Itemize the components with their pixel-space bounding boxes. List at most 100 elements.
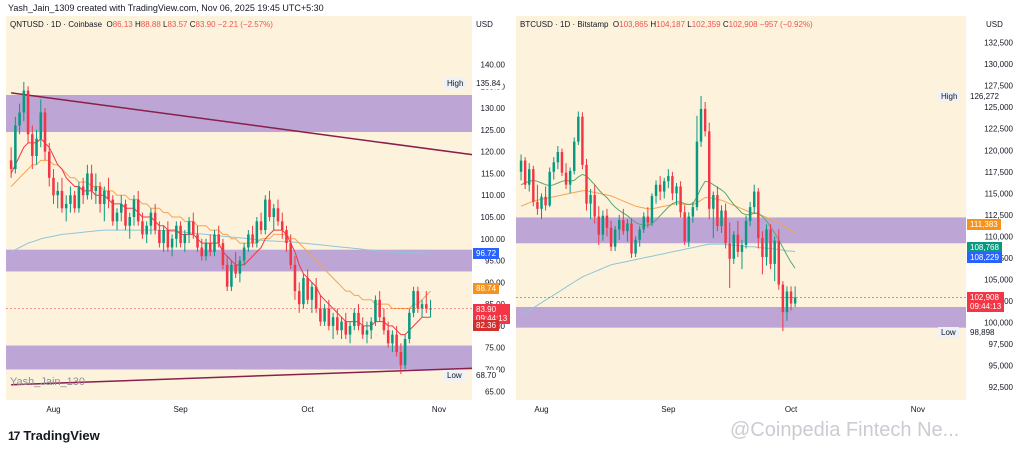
qnt-candle <box>64 195 68 222</box>
qnt-candle-body <box>158 230 161 244</box>
btc-candle <box>785 286 789 321</box>
qnt-candle <box>382 308 386 335</box>
btc-high: 104,187 <box>656 20 686 29</box>
qnt-candle <box>272 203 276 231</box>
qnt-candle <box>255 217 259 248</box>
qnt-candle-body <box>331 317 335 326</box>
btc-candle-body <box>720 210 723 227</box>
btc-chart-title: BTCUSD · 1D · Bitstamp O103,865 H104,187… <box>520 20 813 29</box>
qnt-candle <box>365 321 369 344</box>
btc-x-tick-label: Nov <box>911 405 925 414</box>
btc-candle-body <box>519 160 523 172</box>
qnt-candle <box>221 238 225 270</box>
qnt-candle <box>115 208 119 231</box>
btc-candle <box>724 203 727 249</box>
btc-low: 102,359 <box>691 20 721 29</box>
btc-candle <box>703 102 707 137</box>
btc-price-flag-2: 108,768 <box>967 241 1002 253</box>
qnt-candle-body <box>386 330 390 344</box>
qnt-candle-body <box>179 225 182 244</box>
qnt-candle-body <box>251 234 254 244</box>
qnt-chart-title: QNTUSD · 1D · Coinbase O86.13 H88.88 L83… <box>10 20 273 29</box>
qnt-candle <box>149 208 153 235</box>
qnt-symbol: QNTUSD · 1D · Coinbase <box>10 20 103 29</box>
qnt-candle <box>196 225 199 252</box>
btc-candle-body <box>663 181 666 192</box>
btc-candle-body <box>585 164 588 204</box>
qnt-candle <box>234 251 237 278</box>
created-by-header: Yash_Jain_1309 created with TradingView.… <box>8 3 324 13</box>
qnt-candle-body <box>183 234 187 244</box>
qnt-candle <box>187 217 191 244</box>
btc-candle-body <box>744 220 748 245</box>
btc-candle <box>540 193 543 220</box>
qnt-y-tick-label: 95.00 <box>485 257 506 266</box>
qnt-candle <box>314 278 318 313</box>
qnt-y-tick-label: 75.00 <box>485 344 506 353</box>
qnt-candle <box>327 299 331 331</box>
qnt-time-axis <box>6 400 472 418</box>
btc-candle <box>667 169 670 189</box>
qnt-candle-body <box>39 112 43 139</box>
qnt-candle <box>416 286 420 313</box>
btc-candle-body <box>658 184 662 192</box>
qnt-candle-body <box>302 278 305 305</box>
qnt-candle <box>141 212 144 239</box>
qnt-candle <box>103 186 106 222</box>
qnt-candle <box>412 286 415 318</box>
btc-chart-canvas[interactable]: 132,500 130,000 127,500 125,000 122,500 120,0… <box>516 16 1018 418</box>
btc-price-flag-5: 98,898 <box>967 326 998 338</box>
btc-candle <box>646 207 650 228</box>
qnt-candle <box>391 330 394 353</box>
qnt-candle <box>264 195 267 235</box>
btc-candle <box>720 205 723 233</box>
btc-y-tick-label: 115,000 <box>985 189 1014 198</box>
btc-candle-body <box>793 297 797 304</box>
qnt-price-flag-5: 68.70 <box>473 370 500 382</box>
qnt-trendline-1 <box>11 366 499 386</box>
qnt-candle-body <box>234 264 237 274</box>
qnt-candle <box>94 173 98 204</box>
qnt-candle-body <box>225 264 229 287</box>
btc-price-flag-0: 126,272 <box>967 91 1002 103</box>
qnt-candle <box>73 190 76 213</box>
qnt-candle <box>192 212 195 239</box>
qnt-candle-body <box>365 330 369 335</box>
qnt-candle-body <box>238 260 242 274</box>
btc-candle-body <box>732 234 735 259</box>
btc-candle <box>556 145 560 170</box>
qnt-candle-body <box>14 125 17 170</box>
btc-candle <box>781 281 785 332</box>
qnt-candle-body <box>420 304 424 309</box>
qnt-candle-body <box>64 203 68 209</box>
btc-candle <box>564 163 568 190</box>
qnt-candle <box>208 234 212 257</box>
btc-candle <box>626 219 629 242</box>
qnt-candle-body <box>98 186 102 204</box>
btc-chart-panel[interactable]: 132,500 130,000 127,500 125,000 122,500 120,0… <box>516 16 1018 418</box>
qnt-candle <box>31 125 34 170</box>
qnt-candle-body <box>141 221 144 235</box>
tradingview-brand[interactable]: 17 TradingView <box>8 428 100 443</box>
btc-candle <box>609 220 613 252</box>
qnt-candle-body <box>90 173 93 191</box>
qnt-y-tick-label: 130.00 <box>481 104 506 113</box>
qnt-candle <box>268 190 271 222</box>
btc-candle <box>769 224 772 270</box>
qnt-candle-body <box>60 190 64 209</box>
qnt-chart-panel[interactable]: 140.00135.00130.00125.00120.00115.00110.… <box>6 16 511 418</box>
btc-candle-body <box>679 186 682 213</box>
btc-candle-body <box>683 212 686 242</box>
qnt-candle-body <box>52 177 55 196</box>
qnt-candle-body <box>264 199 267 231</box>
qnt-label-high: High <box>444 77 467 89</box>
qnt-candle-body <box>408 312 411 339</box>
btc-candle-body <box>536 201 539 209</box>
qnt-candle-body <box>77 186 81 209</box>
qnt-candle <box>395 325 398 357</box>
qnt-chart-canvas[interactable]: 140.00135.00130.00125.00120.00115.00110.… <box>6 16 510 418</box>
btc-open: 103,865 <box>619 20 649 29</box>
qnt-candle-body <box>276 208 280 222</box>
qnt-candle <box>336 308 339 335</box>
btc-candle-body <box>589 195 592 204</box>
